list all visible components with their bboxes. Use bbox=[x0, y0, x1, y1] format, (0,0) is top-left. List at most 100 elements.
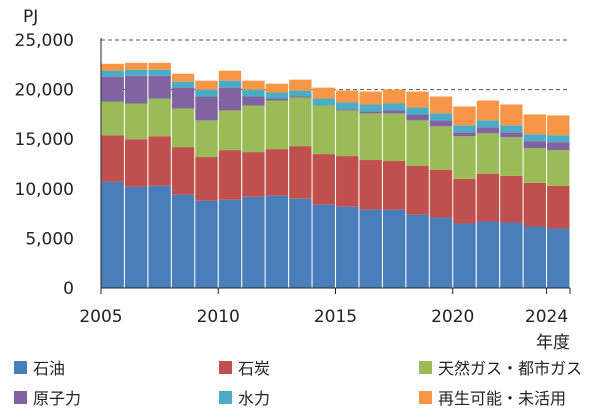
bar-2023-series-3 bbox=[523, 141, 547, 149]
bar-segments bbox=[101, 62, 570, 288]
bar-2017-series-5 bbox=[382, 89, 406, 104]
y-tick-label: 25,000 bbox=[15, 31, 74, 51]
bar-2017-series-2 bbox=[382, 113, 406, 162]
bar-2009-series-3 bbox=[195, 96, 218, 121]
bar-2006-series-3 bbox=[124, 75, 148, 104]
bar-2019-series-5 bbox=[429, 96, 453, 114]
bar-2024-series-4 bbox=[547, 135, 570, 143]
bar-2008-series-4 bbox=[171, 81, 195, 88]
bar-2008-series-3 bbox=[171, 87, 195, 109]
bar-2016-series-0 bbox=[359, 209, 382, 288]
bar-2010-series-2 bbox=[218, 110, 242, 151]
bar-2016-series-3 bbox=[359, 111, 382, 114]
bar-2006-series-1 bbox=[124, 139, 148, 187]
bar-2005-series-3 bbox=[101, 76, 124, 102]
y-unit-label: PJ bbox=[23, 7, 38, 27]
bar-2010-series-4 bbox=[218, 80, 242, 88]
bar-2013-series-3 bbox=[289, 96, 312, 98]
bar-2021-series-0 bbox=[476, 221, 500, 288]
bar-2007-series-4 bbox=[148, 69, 171, 76]
bar-2010-series-1 bbox=[218, 150, 242, 200]
bar-2015-series-2 bbox=[336, 110, 359, 157]
bar-2018-series-5 bbox=[406, 91, 429, 108]
bar-2023-series-5 bbox=[523, 114, 547, 135]
bar-2013-series-0 bbox=[289, 198, 312, 288]
bar-2015-series-4 bbox=[336, 102, 359, 110]
x-tick-label: 2020 bbox=[431, 307, 474, 327]
bar-2019-series-0 bbox=[429, 217, 453, 288]
y-tick-label: 0 bbox=[63, 279, 74, 299]
bar-2015-series-5 bbox=[336, 90, 359, 103]
bar-2011-series-0 bbox=[242, 196, 265, 288]
bar-2021-series-4 bbox=[476, 120, 500, 128]
legend-label: 石油 bbox=[33, 359, 66, 378]
legend-item-2: 天然ガス・都市ガス bbox=[419, 355, 582, 379]
legend-label: 天然ガス・都市ガス bbox=[438, 359, 583, 378]
bar-2011-series-3 bbox=[242, 96, 265, 106]
bar-2007-series-1 bbox=[148, 136, 171, 186]
bar-2010-series-0 bbox=[218, 199, 242, 288]
legend-item-1: 石炭 bbox=[219, 355, 270, 379]
bar-2012-series-1 bbox=[265, 149, 289, 196]
bar-2017-series-1 bbox=[382, 161, 406, 210]
bar-2020-series-5 bbox=[453, 106, 476, 126]
legend-label: 石炭 bbox=[238, 359, 271, 378]
bar-2010-series-5 bbox=[218, 70, 242, 81]
bar-2011-series-5 bbox=[242, 80, 265, 90]
bar-2020-series-3 bbox=[453, 132, 476, 137]
x-tick-label: 2024 bbox=[525, 307, 568, 327]
bar-2009-series-1 bbox=[195, 157, 218, 201]
bar-2016-series-4 bbox=[359, 104, 382, 112]
bar-2016-series-1 bbox=[359, 160, 382, 210]
bar-2015-series-0 bbox=[336, 206, 359, 288]
bar-2017-series-0 bbox=[382, 209, 406, 288]
legend-item-3: 原子力 bbox=[14, 385, 81, 409]
x-tick-label: 2005 bbox=[79, 307, 122, 327]
bar-2022-series-5 bbox=[500, 104, 523, 126]
bar-2009-series-2 bbox=[195, 120, 218, 158]
legend-swatch bbox=[219, 390, 232, 404]
bar-2005-series-4 bbox=[101, 70, 124, 77]
bar-2012-series-0 bbox=[265, 195, 289, 288]
bar-2019-series-3 bbox=[429, 120, 453, 127]
bar-2008-series-2 bbox=[171, 108, 195, 148]
bar-2009-series-5 bbox=[195, 80, 218, 90]
bar-2015-series-3 bbox=[336, 109, 359, 111]
bar-2012-series-3 bbox=[265, 98, 289, 101]
bar-2022-series-1 bbox=[500, 175, 523, 223]
bar-2009-series-4 bbox=[195, 89, 218, 97]
bar-2008-series-1 bbox=[171, 147, 195, 195]
bar-2011-series-2 bbox=[242, 105, 265, 153]
bar-2024-series-2 bbox=[547, 150, 570, 186]
y-tick-label: 5,000 bbox=[25, 229, 74, 249]
bar-2021-series-1 bbox=[476, 173, 500, 222]
bar-2019-series-2 bbox=[429, 126, 453, 170]
bar-2019-series-1 bbox=[429, 169, 453, 218]
bar-2018-series-0 bbox=[406, 214, 429, 288]
gridlines bbox=[101, 39, 570, 91]
legend-item-5: 再生可能・未活用 bbox=[419, 385, 566, 409]
bar-2005-series-0 bbox=[101, 181, 124, 288]
bar-2023-series-1 bbox=[523, 182, 547, 227]
legend-label: 再生可能・未活用 bbox=[438, 389, 567, 408]
bar-2024-series-3 bbox=[547, 142, 570, 151]
bar-2022-series-0 bbox=[500, 222, 523, 288]
legend-item-4: 水力 bbox=[219, 385, 270, 409]
legend-swatch bbox=[219, 360, 232, 374]
bar-2005-series-1 bbox=[101, 135, 124, 182]
bar-2007-series-2 bbox=[148, 98, 171, 137]
legend-label: 水力 bbox=[238, 389, 271, 408]
bar-2013-series-1 bbox=[289, 146, 312, 199]
legend-item-0: 石油 bbox=[14, 355, 65, 379]
bar-2020-series-1 bbox=[453, 178, 476, 224]
bar-2022-series-3 bbox=[500, 132, 523, 138]
bar-2024-series-0 bbox=[547, 228, 570, 288]
legend-swatch bbox=[419, 360, 432, 374]
y-tick-label: 10,000 bbox=[15, 180, 74, 200]
bar-2023-series-4 bbox=[523, 134, 547, 142]
bar-2018-series-4 bbox=[406, 107, 429, 115]
bar-2020-series-0 bbox=[453, 223, 476, 288]
bar-2024-series-5 bbox=[547, 115, 570, 136]
y-tick-label: 15,000 bbox=[15, 130, 74, 150]
bar-2018-series-1 bbox=[406, 165, 429, 215]
